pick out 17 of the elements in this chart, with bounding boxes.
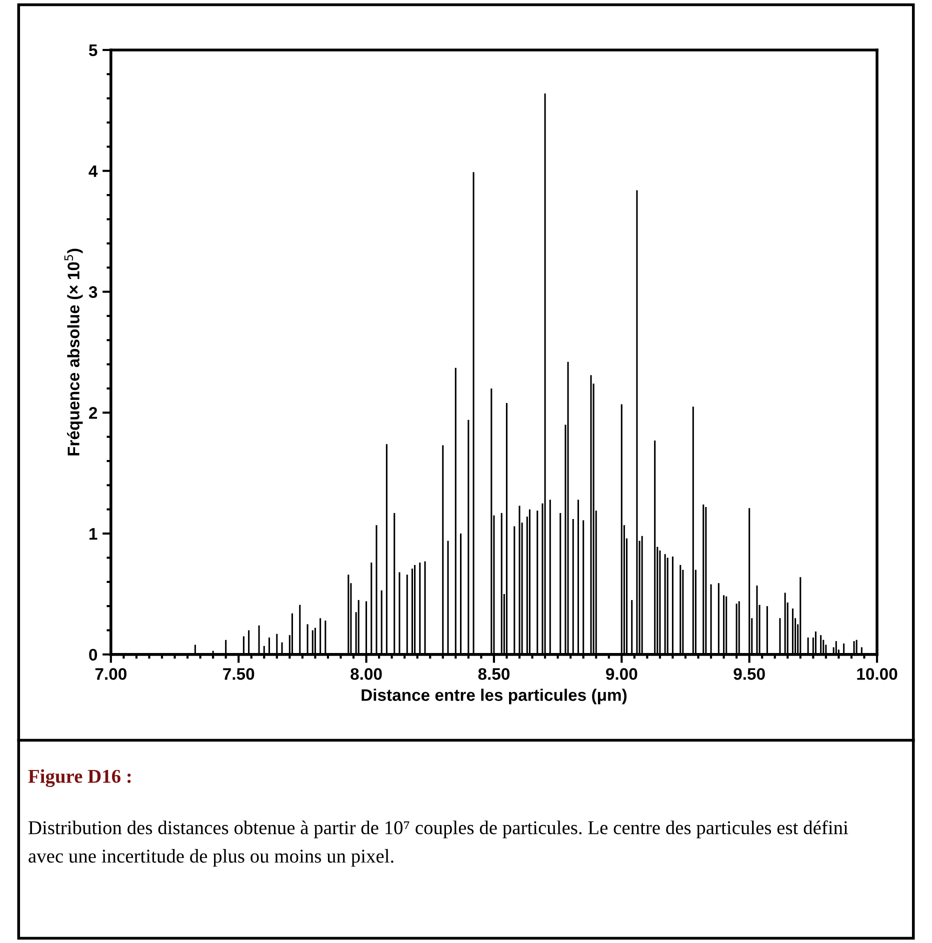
y-tick-label: 4	[88, 165, 98, 177]
x-tick-label: 10.00	[857, 668, 898, 680]
x-tick-label: 9.50	[734, 668, 765, 680]
x-tick-label: 8.50	[478, 668, 510, 680]
x-tick-label: 7.50	[223, 668, 254, 680]
text: Distribution des distances obtenue à partir de 10⁷ couples de particules. Le centre des particules est défini avec une incertitude de plus ou moins un pixel.	[28, 820, 848, 867]
y-tick-label: 1	[89, 528, 98, 540]
y-tick-label: 0	[89, 648, 98, 661]
y-axis-title: Fréquence absolue (× 10$^{5}$)	[64, 248, 83, 456]
x-tick-label: 9.00	[606, 668, 638, 680]
y-tick-label: 2	[89, 407, 98, 419]
y-tick-label: 5	[88, 44, 98, 56]
x-tick-label: 8.00	[350, 668, 382, 680]
x-axis-title: Distance entre les particules (μm)	[362, 688, 627, 704]
caption: Figure D16 :	[28, 769, 131, 787]
x-tick-label: 7.00	[95, 668, 126, 680]
y-tick-label: 3	[88, 286, 98, 298]
